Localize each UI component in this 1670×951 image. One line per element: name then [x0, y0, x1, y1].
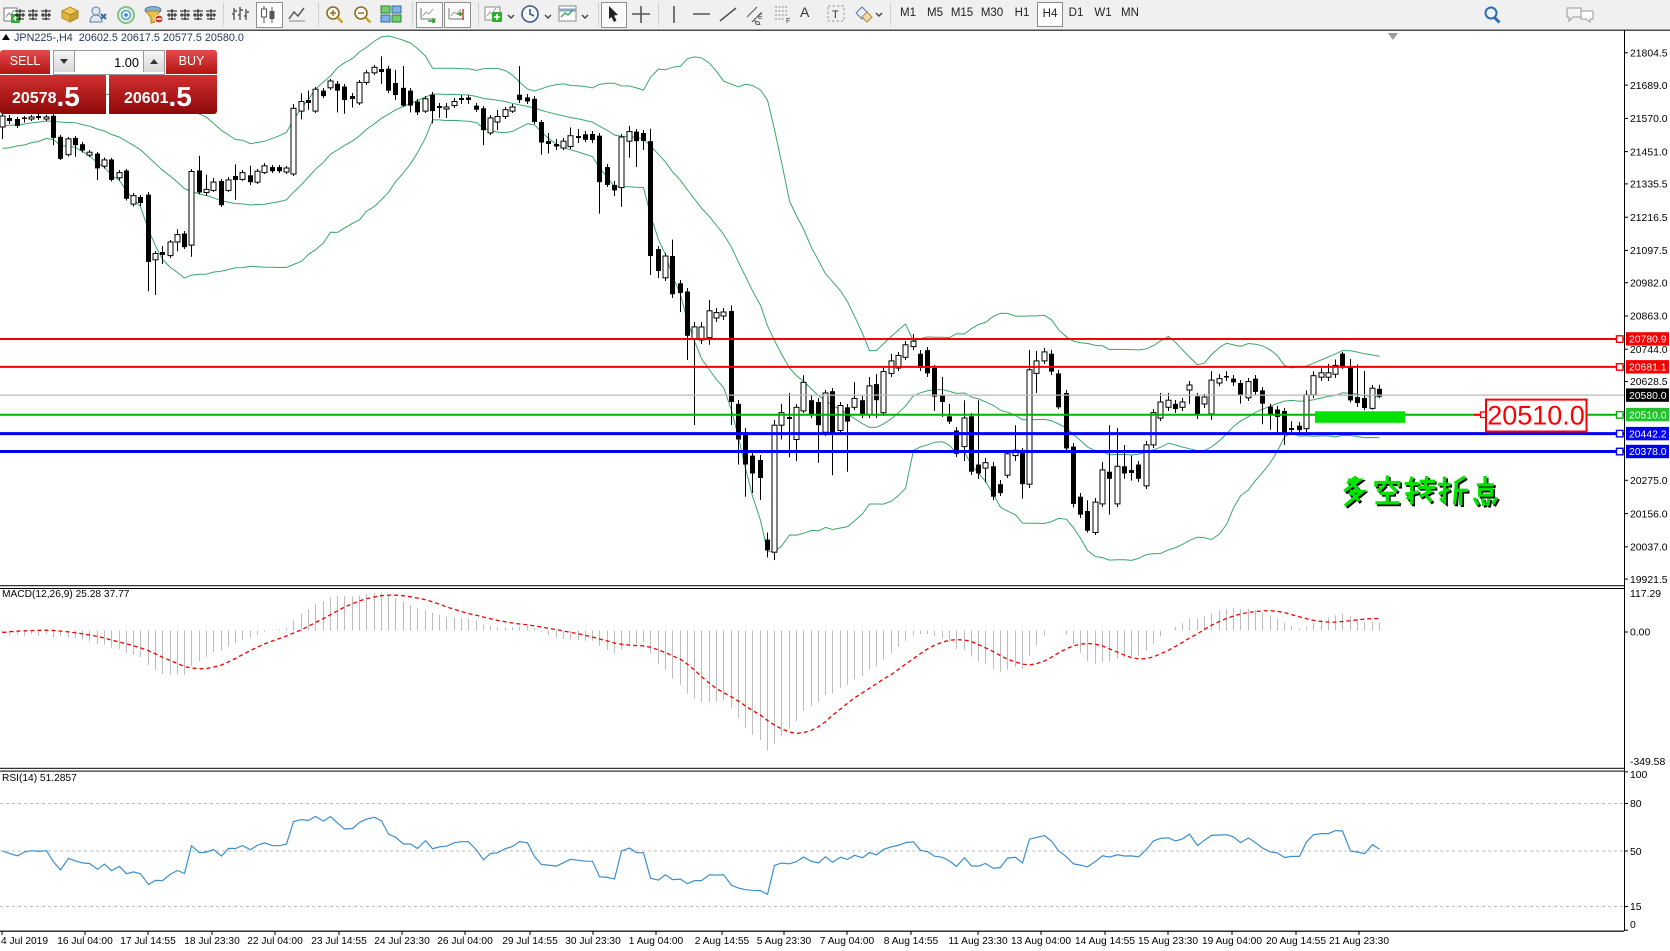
- svg-text:2 Aug 14:55: 2 Aug 14:55: [695, 936, 750, 947]
- svg-text:20378.0: 20378.0: [1629, 447, 1667, 458]
- svg-text:17 Jul 14:55: 17 Jul 14:55: [120, 936, 176, 947]
- svg-text:29 Jul 14:55: 29 Jul 14:55: [502, 936, 558, 947]
- svg-text:8 Aug 14:55: 8 Aug 14:55: [884, 936, 939, 947]
- svg-text:18 Jul 23:30: 18 Jul 23:30: [184, 936, 240, 947]
- svg-text:100: 100: [1630, 770, 1648, 781]
- svg-text:21689.0: 21689.0: [1630, 81, 1668, 92]
- svg-text:21451.0: 21451.0: [1630, 147, 1668, 158]
- svg-text:20780.9: 20780.9: [1629, 335, 1667, 346]
- svg-text:14 Aug 14:55: 14 Aug 14:55: [1075, 936, 1135, 947]
- svg-text:MACD(12,26,9) 25.28 37.77: MACD(12,26,9) 25.28 37.77: [2, 589, 130, 600]
- svg-text:20744.0: 20744.0: [1630, 345, 1668, 356]
- svg-text:-349.58: -349.58: [1630, 757, 1665, 768]
- svg-text:21 Aug 23:30: 21 Aug 23:30: [1329, 936, 1389, 947]
- svg-text:T: T: [832, 9, 839, 21]
- svg-text:20510.0: 20510.0: [1629, 410, 1667, 421]
- svg-text:1 Aug 04:00: 1 Aug 04:00: [629, 936, 684, 947]
- svg-text:50: 50: [1630, 847, 1642, 858]
- svg-text:21570.0: 21570.0: [1630, 114, 1668, 125]
- svg-text:21216.5: 21216.5: [1630, 213, 1668, 224]
- svg-text:80: 80: [1630, 799, 1642, 810]
- svg-text:4 Jul 2019: 4 Jul 2019: [1, 936, 48, 947]
- svg-text:24 Jul 23:30: 24 Jul 23:30: [374, 936, 430, 947]
- svg-text:20681.1: 20681.1: [1629, 363, 1667, 374]
- svg-text:20 Aug 14:55: 20 Aug 14:55: [1266, 936, 1326, 947]
- svg-text:20863.0: 20863.0: [1630, 312, 1668, 323]
- svg-text:20628.5: 20628.5: [1630, 377, 1668, 388]
- svg-text:19 Aug 04:00: 19 Aug 04:00: [1202, 936, 1262, 947]
- svg-text:E: E: [758, 14, 763, 21]
- svg-text:15 Aug 23:30: 15 Aug 23:30: [1138, 936, 1198, 947]
- svg-text:0.00: 0.00: [1630, 628, 1650, 639]
- svg-text:20580.0: 20580.0: [1629, 391, 1667, 402]
- svg-text:21804.5: 21804.5: [1630, 49, 1668, 60]
- svg-text:23 Jul 14:55: 23 Jul 14:55: [311, 936, 367, 947]
- svg-text:20442.2: 20442.2: [1629, 429, 1667, 440]
- svg-text:RSI(14) 51.2857: RSI(14) 51.2857: [2, 773, 77, 784]
- svg-text:11 Aug 23:30: 11 Aug 23:30: [948, 936, 1008, 947]
- svg-text:20037.0: 20037.0: [1630, 543, 1668, 554]
- svg-text:21335.5: 21335.5: [1630, 180, 1668, 191]
- svg-text:30 Jul 23:30: 30 Jul 23:30: [565, 936, 621, 947]
- svg-text:21097.5: 21097.5: [1630, 246, 1668, 257]
- svg-text:20510.0: 20510.0: [1487, 401, 1585, 431]
- svg-text:F: F: [786, 18, 790, 25]
- svg-text:13 Aug 04:00: 13 Aug 04:00: [1011, 936, 1071, 947]
- svg-text:16 Jul 04:00: 16 Jul 04:00: [57, 936, 113, 947]
- svg-text:19921.5: 19921.5: [1630, 575, 1668, 586]
- svg-text:15: 15: [1630, 902, 1642, 913]
- svg-text:20275.0: 20275.0: [1630, 476, 1668, 487]
- svg-text:22 Jul 04:00: 22 Jul 04:00: [247, 936, 303, 947]
- svg-text:117.29: 117.29: [1630, 589, 1661, 600]
- svg-text:0: 0: [1630, 920, 1636, 931]
- svg-text:5 Aug 23:30: 5 Aug 23:30: [757, 936, 812, 947]
- svg-text:20982.0: 20982.0: [1630, 278, 1668, 289]
- svg-text:26 Jul 04:00: 26 Jul 04:00: [437, 936, 493, 947]
- svg-text:7 Aug 04:00: 7 Aug 04:00: [820, 936, 875, 947]
- svg-text:20156.0: 20156.0: [1630, 509, 1668, 520]
